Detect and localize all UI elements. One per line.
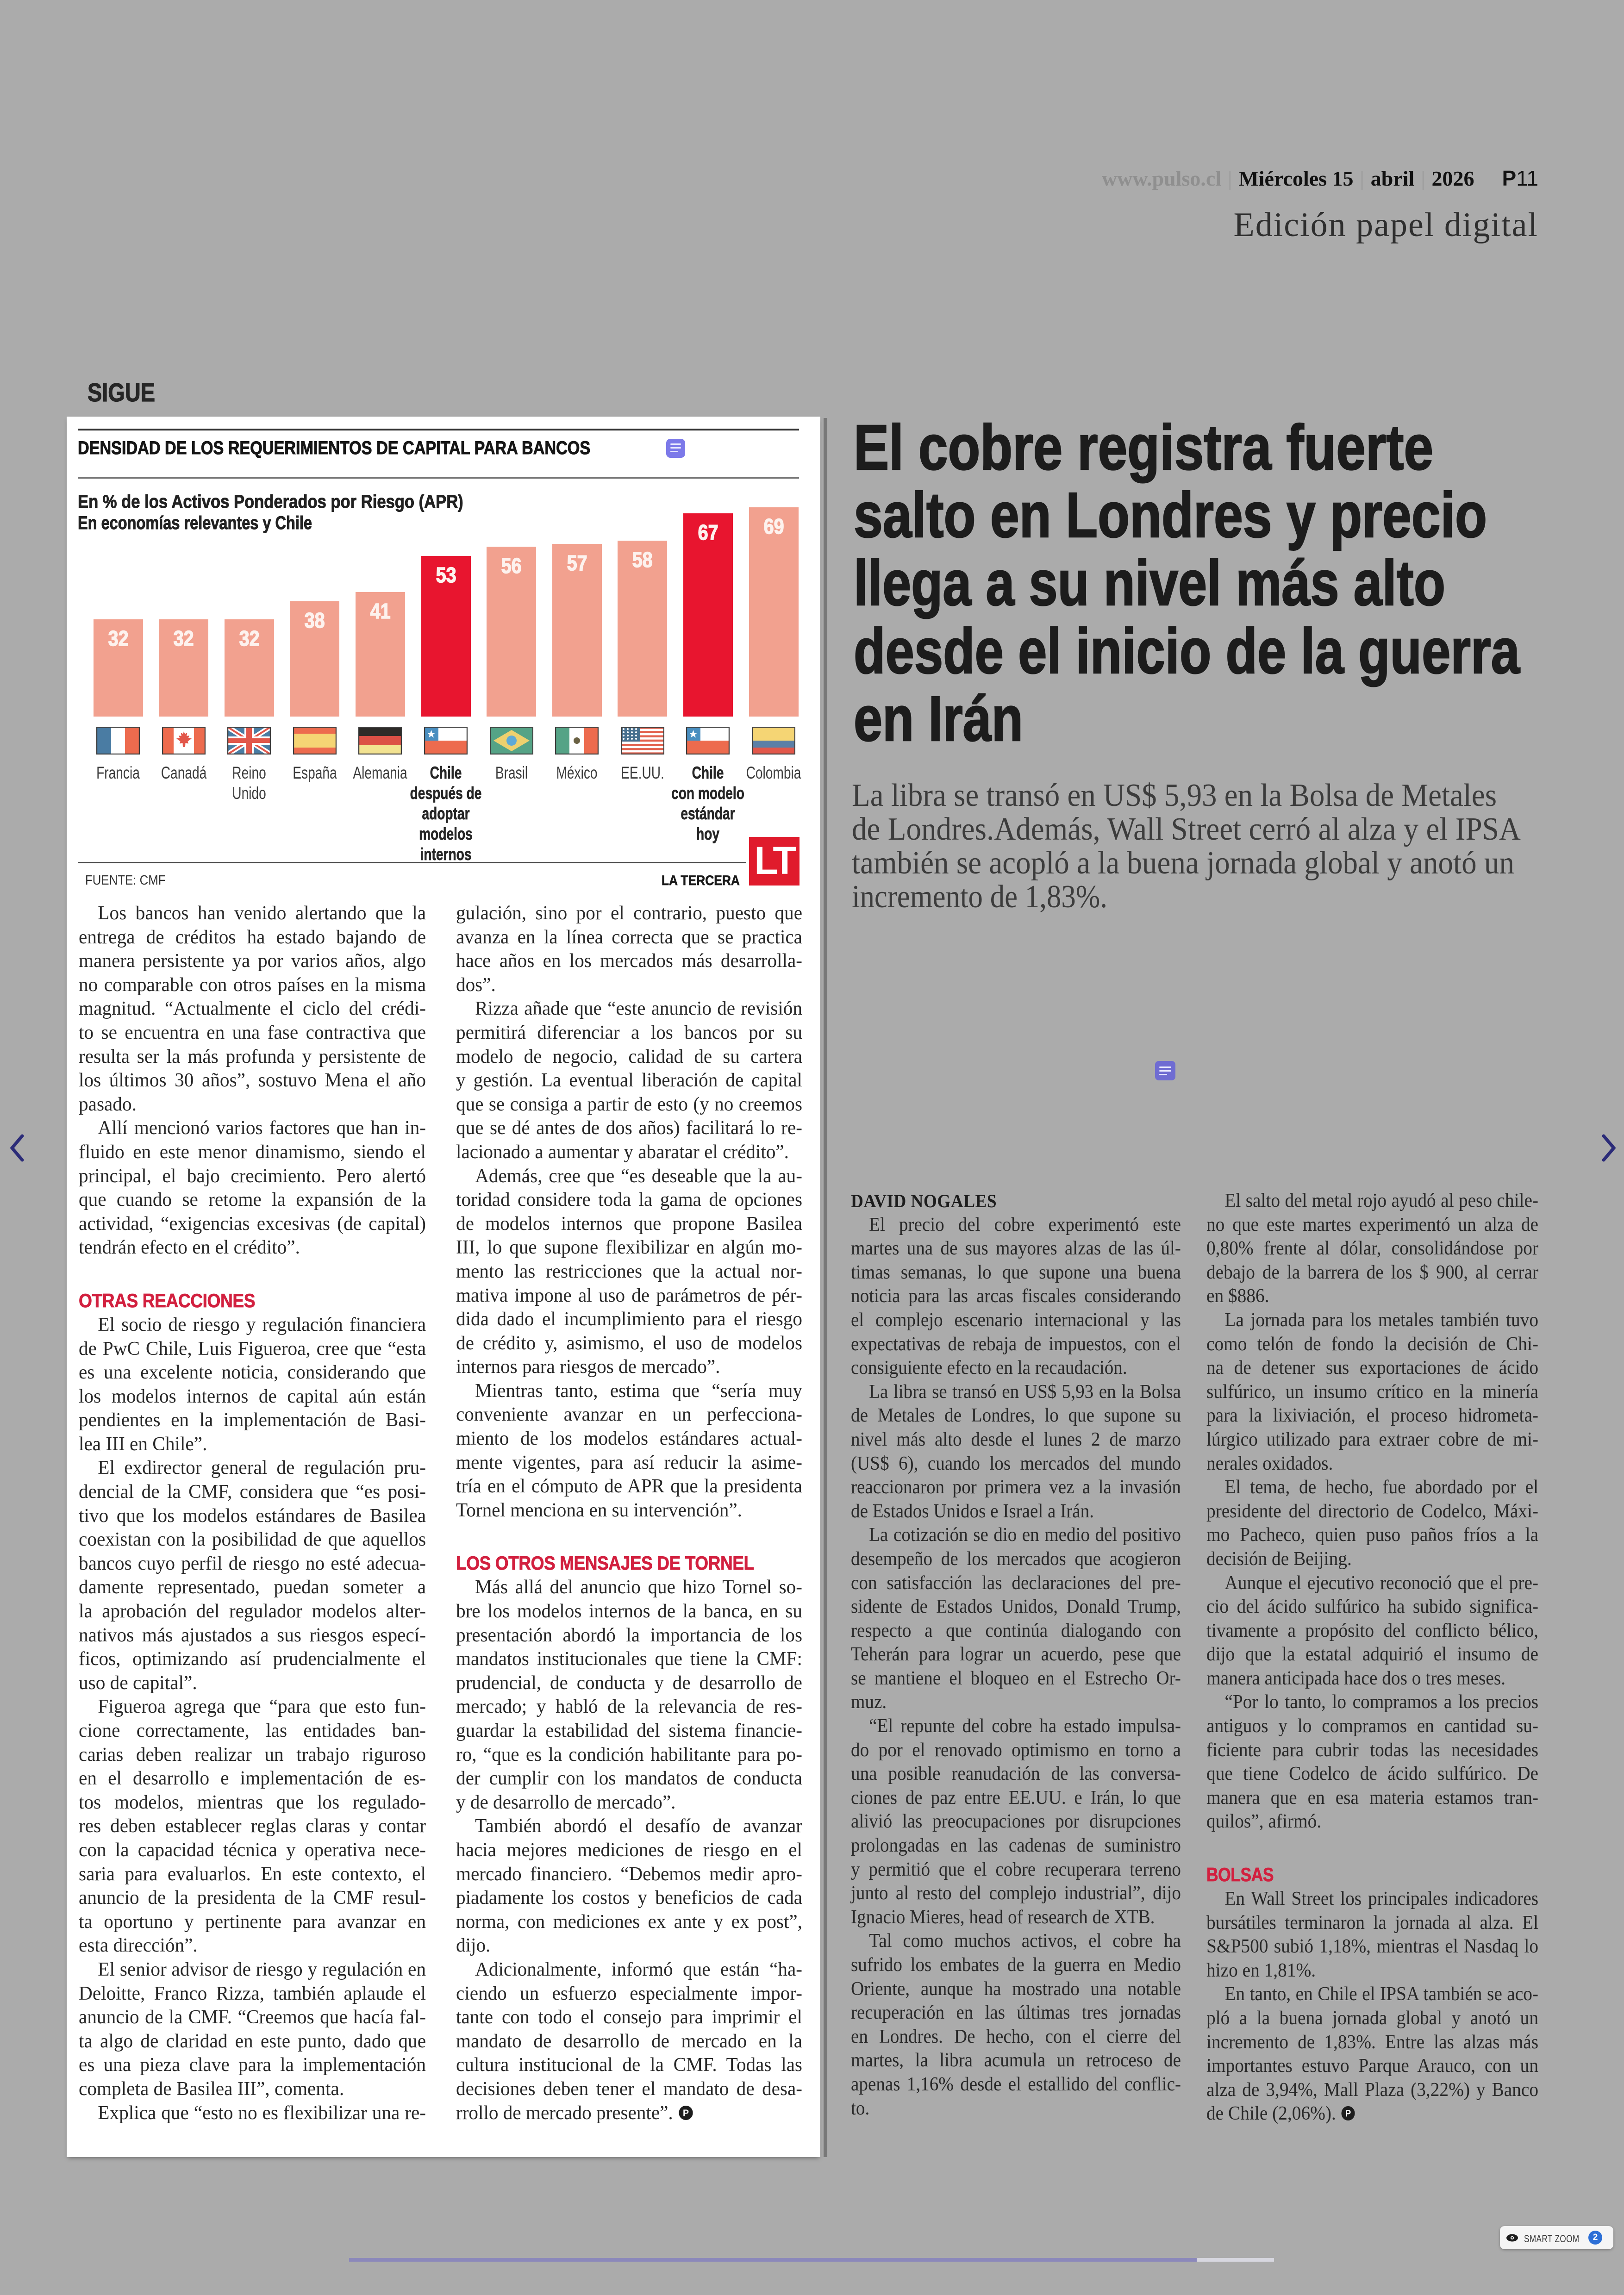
svg-text:P: P bbox=[683, 2108, 689, 2118]
svg-text:P: P bbox=[1345, 2108, 1351, 2119]
